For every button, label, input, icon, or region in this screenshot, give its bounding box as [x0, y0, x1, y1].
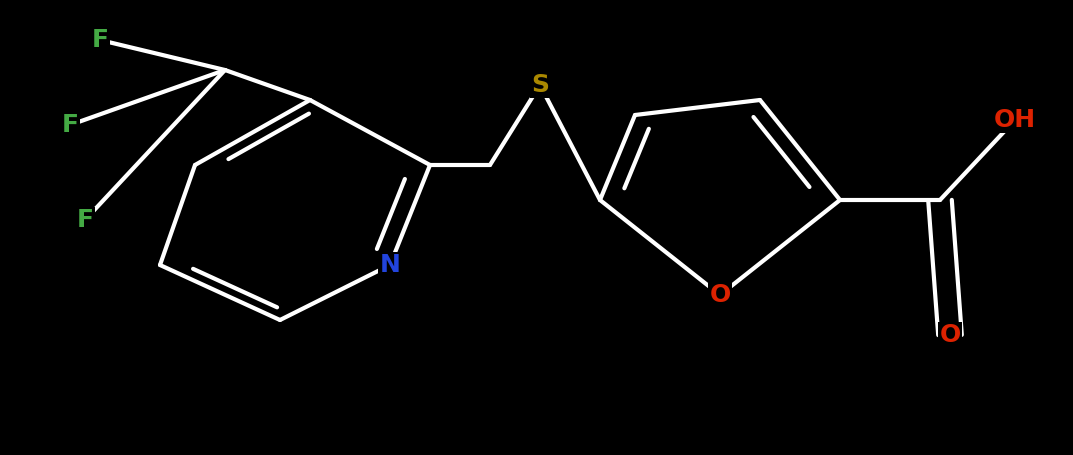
Text: F: F	[91, 28, 108, 52]
Text: O: O	[939, 323, 960, 347]
Text: F: F	[61, 113, 78, 137]
Text: S: S	[531, 73, 549, 97]
Text: OH: OH	[994, 108, 1037, 132]
Text: N: N	[380, 253, 400, 277]
Text: F: F	[76, 208, 93, 232]
Text: O: O	[709, 283, 731, 307]
